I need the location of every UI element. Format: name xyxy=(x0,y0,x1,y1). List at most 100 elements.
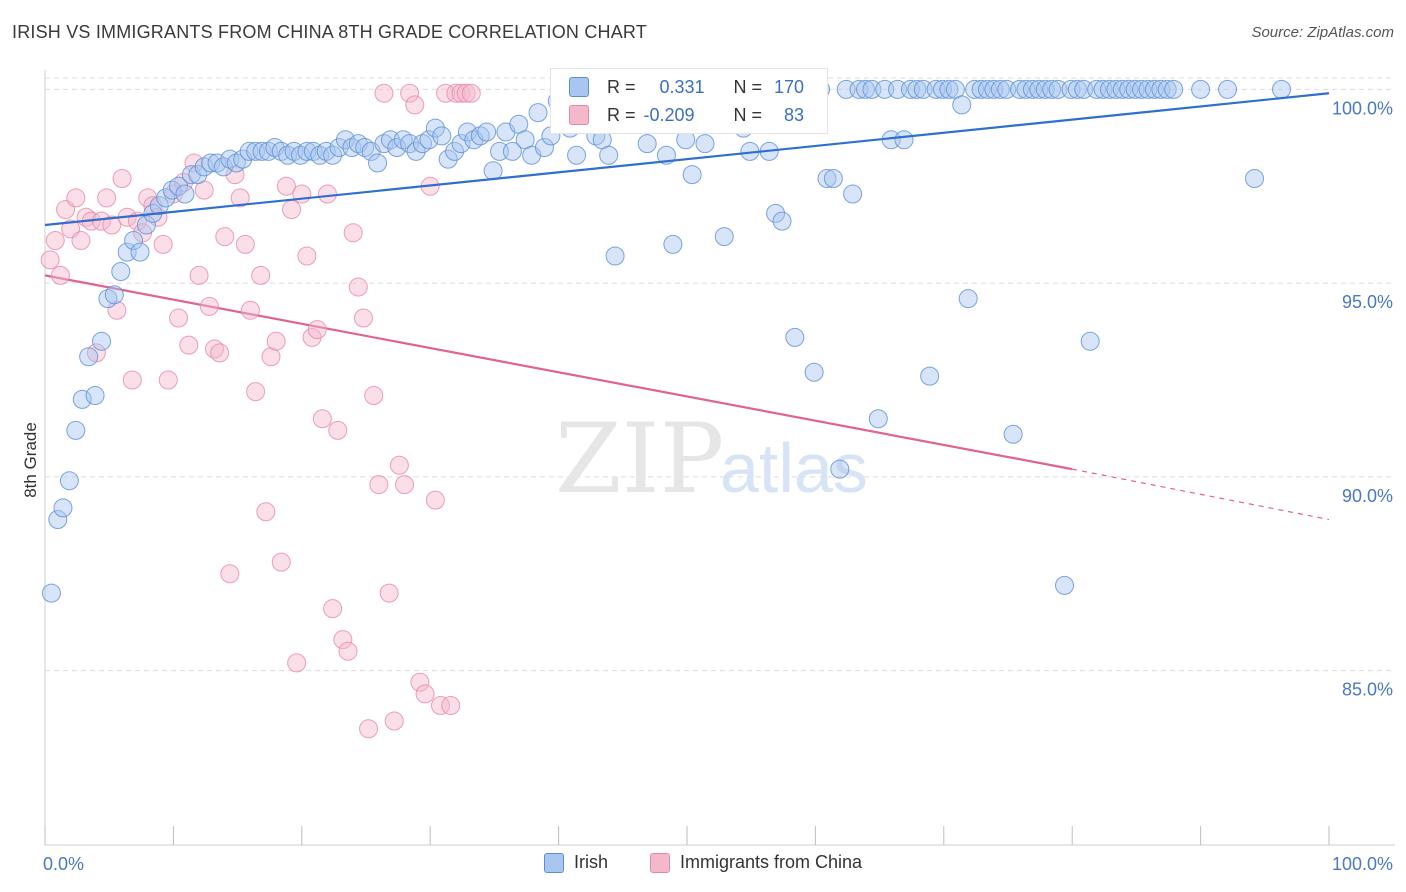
legend-n-value-china: 83 xyxy=(784,104,805,125)
irish-point xyxy=(1080,331,1100,351)
china-point xyxy=(169,308,189,328)
china-point xyxy=(374,83,394,103)
watermark: ZIP atlas xyxy=(555,403,868,515)
irish-point xyxy=(772,211,792,231)
irish-point xyxy=(130,242,150,262)
irish-point xyxy=(59,471,79,491)
china-point xyxy=(220,564,240,584)
irish-point xyxy=(201,153,221,173)
china-point xyxy=(97,188,117,208)
china-point xyxy=(456,83,476,103)
points-irish xyxy=(41,79,1291,603)
irish-point xyxy=(213,157,233,177)
legend-item-china[interactable]: Immigrants from China xyxy=(649,852,862,873)
irish-point xyxy=(1157,79,1177,99)
china-point xyxy=(45,231,65,250)
china-point xyxy=(307,320,327,340)
watermark-zip: ZIP xyxy=(555,403,724,515)
china-point xyxy=(343,223,363,243)
china-point xyxy=(461,83,481,103)
china-point xyxy=(71,231,91,250)
irish-trend-line xyxy=(44,92,1330,227)
irish-point xyxy=(920,366,940,386)
china-point xyxy=(122,370,142,390)
irish-point xyxy=(483,161,503,181)
irish-point xyxy=(48,510,68,529)
x-tick-label-min: 0.0% xyxy=(43,854,84,874)
irish-point xyxy=(1003,424,1023,444)
irish-point xyxy=(663,234,683,254)
legend-r-value-china: -0.209 xyxy=(643,104,695,125)
irish-point xyxy=(104,285,124,305)
legend-item-irish[interactable]: Irish xyxy=(543,852,608,873)
irish-point xyxy=(368,153,388,173)
legend-swatch-china-bottom xyxy=(649,852,670,873)
china-point xyxy=(415,684,435,704)
irish-point xyxy=(785,327,805,347)
irish-point xyxy=(335,130,355,150)
irish-point xyxy=(438,149,458,169)
points-china xyxy=(40,83,481,739)
irish-point xyxy=(823,169,843,188)
china-point xyxy=(425,490,445,510)
irish-point xyxy=(804,362,824,382)
china-trend-line xyxy=(44,274,1073,471)
irish-point xyxy=(894,130,914,150)
china-point xyxy=(323,599,343,619)
china-point xyxy=(333,630,353,650)
irish-point xyxy=(1191,79,1211,99)
chart-title: IRISH VS IMMIGRANTS FROM CHINA 8TH GRADE… xyxy=(12,22,647,42)
irish-point xyxy=(111,262,131,281)
irish-point xyxy=(605,246,625,266)
irish-point xyxy=(1054,575,1074,595)
legend-r-value-irish: 0.331 xyxy=(659,76,705,97)
china-point xyxy=(364,386,384,405)
irish-point xyxy=(252,141,272,161)
china-point xyxy=(102,215,122,235)
y-tick-label: 95.0% xyxy=(1342,292,1393,312)
china-point xyxy=(179,335,199,355)
y-tick-label: 85.0% xyxy=(1342,680,1393,700)
legend-n-value-irish: 170 xyxy=(774,76,805,97)
china-point xyxy=(436,83,456,103)
china-point xyxy=(112,169,132,188)
irish-point xyxy=(1245,169,1265,188)
china-point xyxy=(210,343,230,363)
irish-point xyxy=(567,145,587,165)
irish-point xyxy=(1218,79,1238,99)
china-point xyxy=(50,265,70,285)
china-point xyxy=(312,409,332,429)
china-point xyxy=(328,420,348,440)
watermark-atlas: atlas xyxy=(720,429,868,507)
china-point xyxy=(276,176,296,196)
china-point xyxy=(446,83,466,103)
china-point xyxy=(400,83,420,103)
china-point xyxy=(158,370,178,390)
trend-china xyxy=(44,274,1330,521)
axes xyxy=(44,70,1395,846)
irish-point xyxy=(72,389,92,409)
china-point xyxy=(204,339,224,359)
china-point xyxy=(451,83,471,103)
china-point xyxy=(441,696,461,715)
irish-point xyxy=(124,231,144,250)
irish-point xyxy=(297,141,317,161)
irish-point xyxy=(419,130,439,150)
irish-point xyxy=(907,79,927,99)
chart-source: Source: ZipAtlas.com xyxy=(1251,24,1394,41)
china-point xyxy=(230,188,250,208)
irish-point xyxy=(682,165,702,185)
china-point xyxy=(317,184,337,204)
china-point xyxy=(348,277,368,297)
irish-point xyxy=(432,126,452,146)
irish-point xyxy=(830,459,850,479)
legend-swatch-china xyxy=(569,105,589,125)
irish-point xyxy=(952,95,972,115)
irish-point xyxy=(156,188,176,208)
irish-point xyxy=(451,134,471,154)
china-point xyxy=(297,246,317,266)
china-point xyxy=(389,455,409,475)
china-point xyxy=(235,234,255,254)
china-point xyxy=(251,265,271,285)
legend-label-irish: Irish xyxy=(573,852,608,872)
